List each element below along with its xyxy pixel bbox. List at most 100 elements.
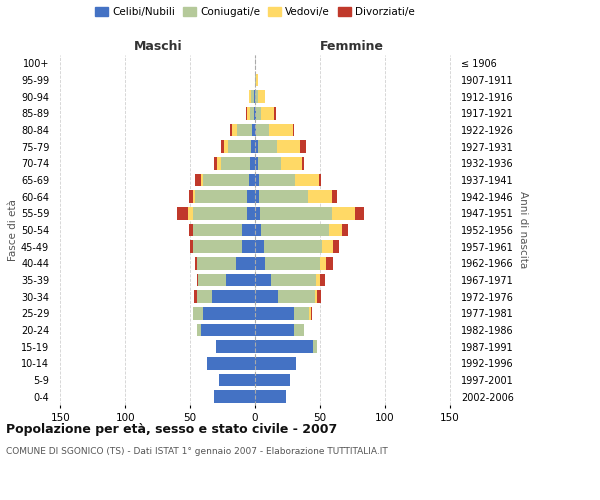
Bar	[302, 157, 304, 170]
Bar	[294, 307, 310, 320]
Bar	[316, 274, 320, 286]
Y-axis label: Fasce di età: Fasce di età	[8, 199, 18, 261]
Bar	[254, 107, 255, 120]
Bar	[247, 207, 255, 220]
Bar	[255, 257, 265, 270]
Bar	[228, 140, 251, 153]
Bar	[262, 224, 329, 236]
Bar	[355, 207, 364, 220]
Bar	[293, 124, 294, 136]
Bar	[277, 140, 301, 153]
Bar	[255, 124, 256, 136]
Bar	[246, 107, 247, 120]
Bar	[200, 324, 255, 336]
Bar	[251, 140, 255, 153]
Bar	[190, 240, 193, 253]
Bar	[295, 174, 319, 186]
Bar	[193, 240, 242, 253]
Bar	[216, 340, 255, 353]
Bar	[255, 324, 294, 336]
Bar	[188, 207, 193, 220]
Text: Maschi: Maschi	[133, 40, 182, 52]
Bar	[256, 107, 262, 120]
Bar	[281, 157, 302, 170]
Bar	[221, 140, 224, 153]
Bar	[271, 274, 316, 286]
Bar	[317, 290, 321, 303]
Bar	[250, 107, 254, 120]
Bar	[194, 290, 197, 303]
Bar	[255, 90, 257, 103]
Bar	[274, 107, 276, 120]
Bar	[260, 207, 332, 220]
Bar	[196, 257, 197, 270]
Bar	[189, 190, 193, 203]
Bar	[311, 307, 312, 320]
Bar	[257, 140, 277, 153]
Bar	[342, 224, 349, 236]
Bar	[332, 190, 337, 203]
Bar	[310, 307, 311, 320]
Bar	[214, 157, 217, 170]
Bar	[255, 290, 278, 303]
Bar	[314, 290, 317, 303]
Bar	[255, 274, 271, 286]
Bar	[255, 174, 259, 186]
Bar	[226, 274, 255, 286]
Bar	[253, 124, 255, 136]
Bar	[255, 207, 260, 220]
Bar	[264, 240, 322, 253]
Bar	[257, 90, 265, 103]
Bar	[197, 257, 236, 270]
Text: Femmine: Femmine	[320, 40, 384, 52]
Y-axis label: Anni di nascita: Anni di nascita	[518, 192, 527, 268]
Bar	[259, 174, 295, 186]
Bar	[320, 274, 325, 286]
Bar	[255, 240, 264, 253]
Bar	[247, 107, 250, 120]
Bar	[255, 307, 294, 320]
Bar	[193, 224, 242, 236]
Bar	[177, 207, 188, 220]
Bar	[200, 174, 203, 186]
Bar	[255, 374, 290, 386]
Bar	[197, 290, 212, 303]
Bar	[242, 240, 255, 253]
Bar	[326, 257, 333, 270]
Bar	[218, 374, 255, 386]
Bar	[256, 124, 269, 136]
Bar	[333, 240, 339, 253]
Bar	[221, 157, 250, 170]
Bar	[308, 190, 332, 203]
Bar	[269, 124, 293, 136]
Bar	[247, 190, 255, 203]
Bar	[230, 124, 232, 136]
Bar	[189, 224, 193, 236]
Bar	[255, 390, 286, 403]
Bar	[255, 74, 256, 86]
Bar	[224, 140, 228, 153]
Bar	[259, 190, 308, 203]
Bar	[212, 290, 255, 303]
Bar	[193, 190, 196, 203]
Bar	[196, 190, 247, 203]
Bar	[198, 274, 226, 286]
Bar	[214, 390, 255, 403]
Bar	[329, 224, 342, 236]
Bar	[262, 107, 274, 120]
Bar	[257, 157, 281, 170]
Bar	[248, 174, 255, 186]
Legend: Celibi/Nubili, Coniugati/e, Vedovi/e, Divorziati/e: Celibi/Nubili, Coniugati/e, Vedovi/e, Di…	[91, 2, 419, 21]
Bar	[197, 274, 198, 286]
Bar	[242, 224, 255, 236]
Bar	[203, 174, 248, 186]
Bar	[196, 174, 200, 186]
Bar	[207, 357, 255, 370]
Bar	[251, 90, 254, 103]
Bar	[250, 157, 255, 170]
Bar	[255, 157, 257, 170]
Bar	[256, 74, 257, 86]
Bar	[193, 207, 247, 220]
Text: Popolazione per età, sesso e stato civile - 2007: Popolazione per età, sesso e stato civil…	[6, 422, 337, 436]
Bar	[255, 224, 262, 236]
